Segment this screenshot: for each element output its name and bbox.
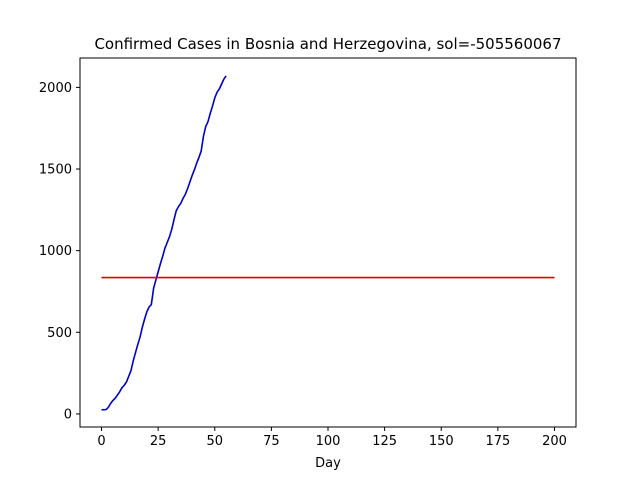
confirmed-cases-line: [101, 75, 227, 411]
x-tick-label: 150: [429, 434, 454, 449]
x-tick-label: 25: [150, 434, 167, 449]
x-axis: 0 25 50 75 100 125 150 175 200: [97, 427, 567, 449]
plot-area: [79, 57, 577, 428]
y-tick-label: 0: [64, 407, 72, 422]
x-tick-label: 125: [372, 434, 397, 449]
x-tick-label: 50: [206, 434, 223, 449]
y-tick-label: 2000: [39, 81, 72, 96]
y-axis: 0 500 1000 1500 2000: [39, 81, 80, 422]
series-layer: [101, 75, 555, 411]
x-tick-label: 0: [97, 434, 105, 449]
y-tick-label: 500: [47, 326, 72, 341]
x-tick-label: 200: [542, 434, 567, 449]
x-tick-label: 175: [485, 434, 510, 449]
chart-title: Confirmed Cases in Bosnia and Herzegovin…: [94, 35, 561, 53]
x-tick-label: 75: [263, 434, 280, 449]
x-axis-label: Day: [315, 456, 341, 471]
y-tick-label: 1500: [39, 163, 72, 178]
y-tick-label: 1000: [39, 244, 72, 259]
x-tick-label: 100: [316, 434, 341, 449]
